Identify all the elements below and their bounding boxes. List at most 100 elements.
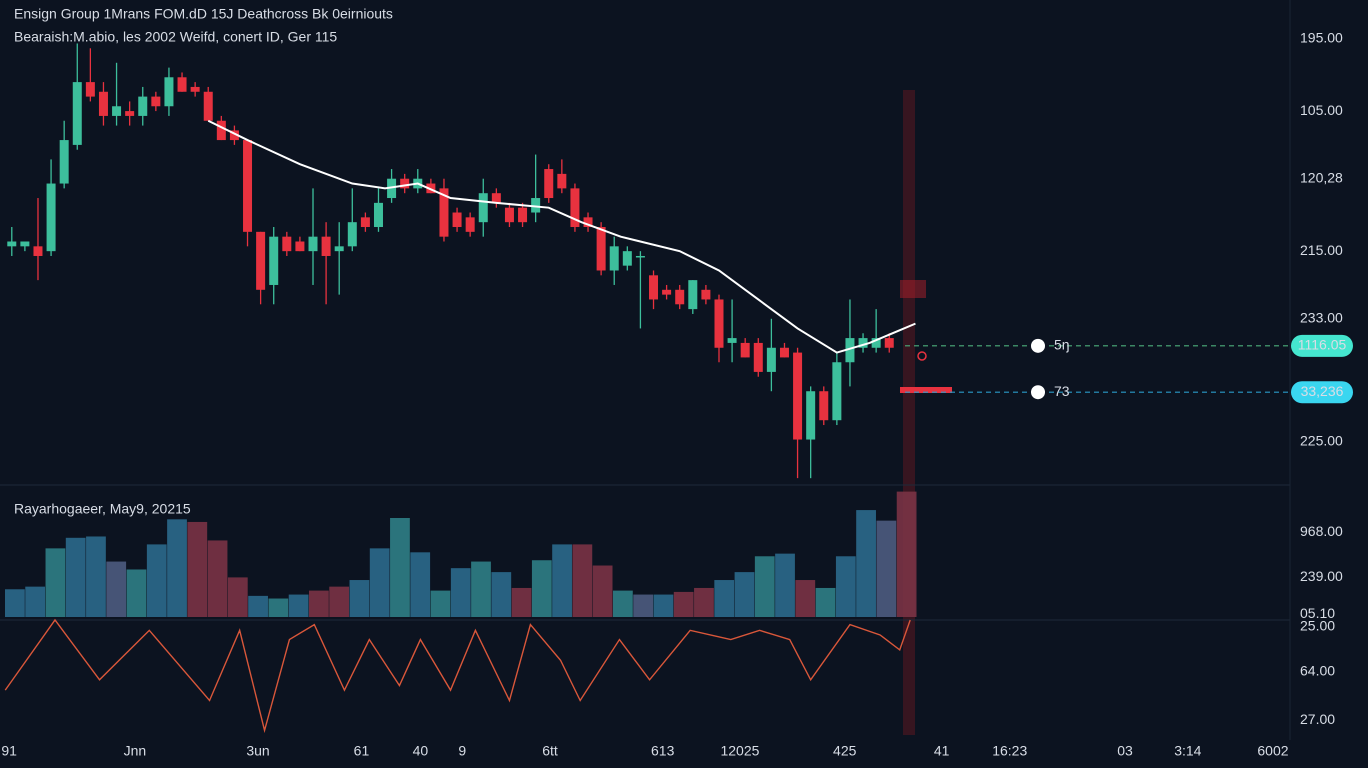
candle-body xyxy=(125,111,135,116)
volume-bar xyxy=(309,590,329,617)
candle-body xyxy=(373,202,383,228)
candle-body xyxy=(583,217,593,228)
chart-title: Ensign Group 1Mrans FOM.dD 15J Deathcros… xyxy=(14,6,393,22)
volume-bar xyxy=(187,521,208,617)
candle-body xyxy=(609,246,619,271)
time-tick-label: 6002 xyxy=(1257,743,1288,759)
time-tick-label: 61 xyxy=(354,743,370,759)
annotation-label: 73 xyxy=(1054,383,1070,399)
candle-body xyxy=(845,338,855,363)
candle-body xyxy=(478,193,488,223)
volume-bar xyxy=(653,594,674,617)
volume-bar xyxy=(633,594,654,617)
volume-bar xyxy=(45,548,66,617)
candle-body xyxy=(596,227,606,271)
candle-body xyxy=(59,140,69,184)
candle-body xyxy=(491,193,501,203)
candle-body xyxy=(622,251,632,266)
candle-body xyxy=(701,289,711,300)
candle-body xyxy=(557,173,567,189)
price-tick-label: 105.00 xyxy=(1300,102,1343,118)
candle-body xyxy=(518,207,528,223)
volume-bar xyxy=(856,510,876,617)
candle-body xyxy=(321,236,331,256)
volume-bar xyxy=(349,580,370,617)
candle-body xyxy=(858,338,868,348)
volume-title: Rayarhogaeer, May9, 20215 xyxy=(14,501,191,517)
candle-body xyxy=(884,338,894,348)
oscillator-line xyxy=(4,618,911,734)
candle-body xyxy=(871,338,881,348)
candle-body xyxy=(72,82,82,145)
volume-bar xyxy=(167,519,187,617)
candle-body xyxy=(347,222,357,247)
candle-body xyxy=(793,352,803,440)
volume-bar xyxy=(835,556,856,617)
candle-body xyxy=(688,280,698,310)
volume-bar xyxy=(86,536,106,617)
candle-body xyxy=(203,91,213,121)
candle-body xyxy=(675,289,685,305)
candle-body xyxy=(465,217,475,232)
candle-body xyxy=(766,347,776,372)
volume-tick-label: 968.00 xyxy=(1300,523,1343,539)
volume-bar xyxy=(896,491,917,617)
candle-body xyxy=(190,86,200,92)
price-tick-label: 215.00 xyxy=(1300,242,1343,258)
time-tick-label: 6tt xyxy=(542,743,558,759)
volume-bar xyxy=(146,544,167,617)
price-badge xyxy=(1291,334,1353,357)
volume-bar xyxy=(613,590,633,617)
volume-bar xyxy=(430,590,451,617)
candle-body xyxy=(662,289,672,295)
candle-body xyxy=(452,212,462,228)
candle-body xyxy=(282,236,292,252)
time-tick-label: 9 xyxy=(458,743,466,759)
volume-bar xyxy=(207,540,228,617)
time-tick-label: 613 xyxy=(651,743,675,759)
signal-dot xyxy=(917,351,927,361)
volume-bar xyxy=(673,591,694,617)
time-tick-label: 16:23 xyxy=(992,743,1027,759)
volume-bar xyxy=(815,587,836,617)
moving-average xyxy=(207,119,916,354)
candle-body xyxy=(243,140,253,232)
candle-body xyxy=(256,231,266,290)
volume-bar xyxy=(126,569,147,617)
candle-body xyxy=(832,362,842,421)
candle-body xyxy=(177,77,187,92)
volume-bar xyxy=(390,518,410,617)
volume-bar xyxy=(592,565,613,617)
highlight-band xyxy=(903,90,915,735)
volume-bar xyxy=(369,548,390,617)
candle-body xyxy=(138,96,148,116)
volume-bar xyxy=(410,552,431,617)
volume-tick-label: 05.10 xyxy=(1300,605,1335,621)
price-badge-label: 1116.05 xyxy=(1298,337,1347,353)
volume-bar xyxy=(714,580,735,617)
candle-body xyxy=(806,391,816,440)
candle-body xyxy=(740,342,750,358)
time-tick-label: 03 xyxy=(1117,743,1133,759)
volume-tick-label: 239.00 xyxy=(1300,568,1343,584)
volume-bar xyxy=(268,598,289,617)
volume-bar xyxy=(754,556,775,617)
candle-body xyxy=(216,120,226,141)
volume-bar xyxy=(775,553,795,617)
volume-bar xyxy=(734,572,755,617)
volume-bar xyxy=(25,586,46,617)
volume-bar xyxy=(471,561,491,617)
chart-subtitle: Bearaish:M.abio, les 2002 Weifd, conert … xyxy=(14,29,337,45)
volume-bar xyxy=(795,580,816,617)
candle-body xyxy=(46,183,56,252)
time-tick-label: 91 xyxy=(1,743,17,759)
candle-body xyxy=(164,77,174,107)
volume-bar xyxy=(450,568,471,617)
candle-body xyxy=(20,241,30,247)
candle-body xyxy=(229,130,239,141)
candle-body xyxy=(714,299,724,348)
candle-body xyxy=(98,91,108,116)
volume-bar xyxy=(491,572,512,617)
